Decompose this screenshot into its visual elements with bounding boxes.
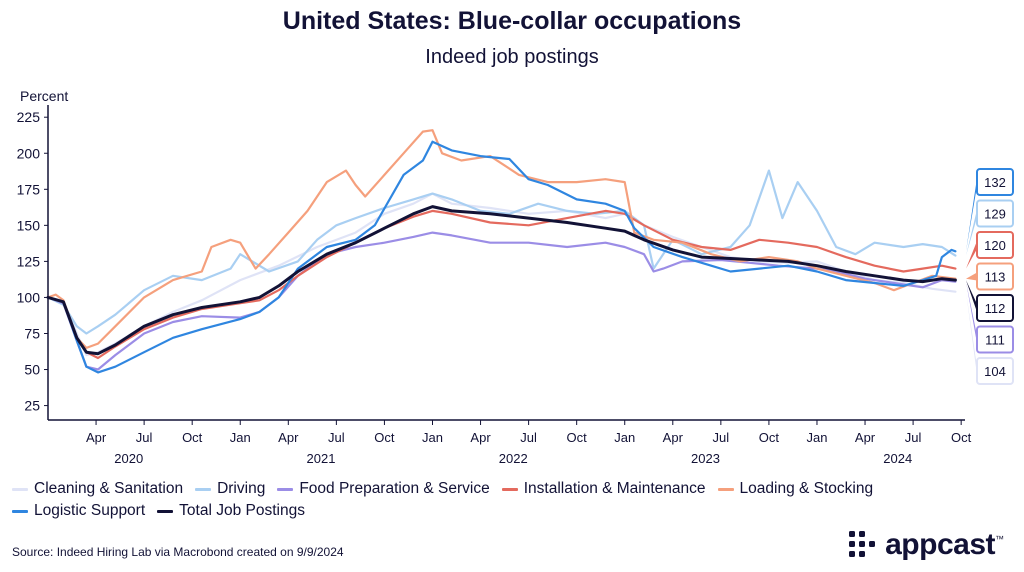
x-tick-label: Jan [614, 430, 635, 445]
y-tick-label: 200 [17, 145, 41, 161]
y-tick-label: 175 [17, 181, 41, 197]
legend-label: Loading & Stocking [739, 480, 874, 497]
x-tick-label: Apr [663, 430, 684, 445]
end-label-pointer [966, 241, 977, 269]
series-line-logistic-support [46, 140, 957, 374]
legend-swatch [717, 487, 734, 491]
end-value-label: 129 [984, 207, 1006, 222]
y-tick-label: 25 [24, 398, 40, 414]
series-line-cleaning-sanitation [46, 192, 957, 357]
series-line-installation-maintenance [46, 209, 957, 360]
end-label-pointer [966, 291, 977, 375]
x-year-label: 2023 [691, 451, 720, 466]
chart-legend: Cleaning & Sanitation Driving Food Prepara… [12, 480, 1017, 520]
legend-label: Driving [217, 480, 266, 497]
end-label-box [976, 325, 1014, 354]
x-tick-label: Jul [905, 430, 922, 445]
legend-item: Total Job Postings [157, 502, 305, 520]
x-year-label: 2024 [883, 451, 912, 466]
x-tick-label: Oct [374, 430, 395, 445]
chart-subtitle: Indeed job postings [425, 46, 599, 68]
x-tick-label: Apr [278, 430, 299, 445]
y-tick-label: 50 [24, 362, 40, 378]
x-tick-label: Jul [713, 430, 730, 445]
legend-item: Food Preparation & Service [277, 480, 490, 498]
brand-trademark: ™ [995, 534, 1004, 544]
legend-swatch [195, 487, 212, 491]
y-axis-label: Percent [20, 88, 68, 104]
legend-label: Installation & Maintenance [523, 480, 706, 497]
line-chart: Percent 25 50 75 100 125 150 175 200 225 Apr Jul Oct… [17, 88, 1014, 466]
x-year-label: 2022 [499, 451, 528, 466]
legend-label: Logistic Support [34, 502, 146, 519]
brand-logo: appcast ™ [847, 528, 1004, 562]
y-tick-label: 125 [17, 253, 41, 269]
x-tick-label: Jul [520, 430, 537, 445]
x-tick-label: Apr [86, 430, 107, 445]
series-line-total-job-postings [46, 205, 957, 356]
end-label-pointer [966, 281, 977, 344]
end-label-box [976, 262, 1014, 291]
end-label-box [976, 168, 1014, 196]
x-tick-label: Apr [855, 430, 876, 445]
series-line-driving [46, 169, 957, 335]
end-value-label: 111 [985, 333, 1005, 348]
end-label-box [976, 357, 1014, 385]
y-tick-label: 150 [17, 217, 41, 233]
x-tick-label: Jul [328, 430, 345, 445]
end-value-label: 113 [985, 270, 1006, 285]
x-tick-label: Oct [759, 430, 780, 445]
end-value-label: 112 [985, 301, 1006, 316]
chart-title: United States: Blue-collar occupations [282, 7, 742, 35]
x-tick-label: Jul [136, 430, 153, 445]
legend-label: Cleaning & Sanitation [34, 480, 184, 497]
end-label-box [976, 231, 1014, 259]
x-tick-label: Jan [422, 430, 443, 445]
end-value-label: 104 [984, 364, 1006, 379]
x-year-label: 2021 [307, 451, 336, 466]
x-tick-label: Oct [951, 430, 972, 445]
y-tick-label: 75 [24, 325, 40, 341]
end-label-pointer [966, 272, 977, 281]
end-label-pointer [966, 209, 977, 256]
x-tick-label: Apr [470, 430, 491, 445]
legend-swatch [12, 509, 28, 513]
legend-swatch [12, 487, 28, 491]
end-label-box [976, 199, 1014, 228]
x-year-label: 2020 [114, 451, 143, 466]
y-tick-label: 225 [17, 109, 41, 125]
series-line-loading-stocking [46, 129, 957, 349]
legend-item: Logistic Support [12, 502, 145, 520]
legend-label: Total Job Postings [179, 502, 305, 519]
series-line-food-preparation-service [46, 231, 957, 371]
x-tick-label: Jan [230, 430, 251, 445]
x-tick-label: Jan [806, 430, 827, 445]
legend-swatch [277, 487, 294, 491]
legend-label: Food Preparation & Service [299, 480, 490, 497]
end-value-label: 132 [984, 175, 1006, 190]
legend-swatch [501, 487, 518, 491]
source-note: Source: Indeed Hiring Lab via Macrobond … [12, 545, 344, 559]
legend-item: Loading & Stocking [717, 480, 874, 498]
x-tick-label: Oct [182, 430, 203, 445]
y-tick-label: 100 [17, 289, 41, 305]
legend-swatch [157, 509, 174, 513]
end-label-box [976, 294, 1014, 322]
end-label-pointer [966, 178, 977, 252]
x-tick-label: Oct [567, 430, 588, 445]
end-label-pointer [966, 280, 977, 312]
legend-item: Driving [195, 480, 265, 498]
appcast-dots-icon [849, 531, 876, 557]
legend-item: Installation & Maintenance [501, 480, 706, 498]
legend-item: Cleaning & Sanitation [12, 480, 183, 498]
brand-name: appcast [885, 528, 995, 561]
end-value-label: 120 [984, 238, 1006, 253]
